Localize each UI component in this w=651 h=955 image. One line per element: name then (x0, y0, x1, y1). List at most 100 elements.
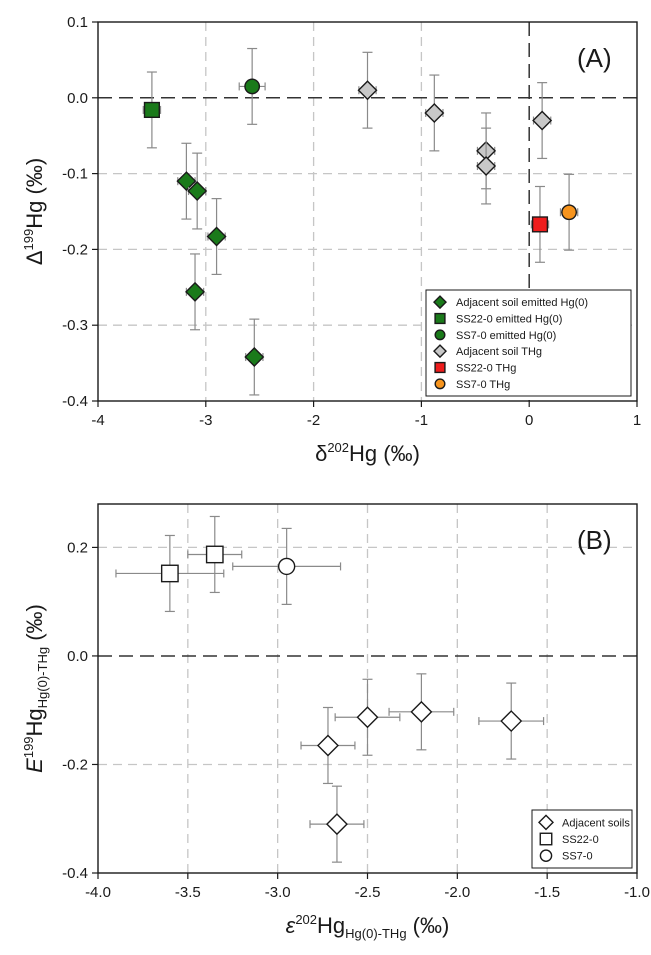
data-point-square (160, 564, 179, 583)
legend-marker-circle (434, 329, 446, 341)
x-axis-label-part: Hg (317, 913, 345, 938)
x-tick-label: -4.0 (85, 884, 111, 901)
x-axis-label: δ202Hg (‰) (315, 440, 420, 466)
legend-label: SS7-0 emitted Hg(0) (456, 330, 556, 342)
x-tick-label: -2.0 (444, 884, 470, 901)
data-point-diamond (206, 226, 227, 247)
legend-marker-circle (539, 849, 553, 862)
x-axis-label-part: δ (315, 441, 327, 466)
data-point-square (143, 101, 160, 119)
x-axis-label: ε202HgHg(0)-THg (‰) (286, 912, 450, 941)
x-tick-label: -3.5 (175, 884, 201, 901)
series-ss22-0 (115, 515, 243, 613)
legend: Adjacent soils SS22-0 SS7-0 (531, 809, 633, 869)
legend-item: Adjacent soil THg (433, 344, 542, 359)
legend-item: SS22-0 THg (434, 361, 516, 375)
legend-marker-square (434, 361, 446, 374)
panel-B: -4.0 -3.5 -3.0 -2.5 -2.0 -1.5 -1.0 -0.4 -0.2 0.0 0… (21, 503, 650, 941)
x-tick-label: -3 (199, 412, 212, 429)
data-point-circle (561, 204, 577, 221)
panel-A: -4 -3 -2 -1 0 1-0.4-0.3-0.2-0.10.00.1(A)δ202H… (21, 14, 641, 466)
legend-marker-diamond (433, 344, 447, 359)
x-tick-label: -3.0 (265, 884, 291, 901)
y-axis-label-part: 199 (21, 736, 36, 758)
y-tick-label: 0.1 (67, 14, 88, 31)
y-axis-label-part: Hg (‰) (22, 158, 47, 229)
y-tick-label: 0.2 (67, 539, 88, 556)
y-axis-label-part: E (22, 758, 47, 773)
data-point-square (205, 545, 224, 564)
y-tick-label: -0.1 (62, 166, 88, 183)
legend-label: SS22-0 emitted Hg(0) (456, 314, 562, 326)
data-point-diamond (357, 80, 378, 101)
data-point-diamond (244, 347, 265, 368)
data-point-diamond (476, 156, 497, 177)
x-tick-label: -1.0 (624, 884, 650, 901)
panel-label: (A) (577, 43, 612, 73)
y-axis-label: Δ199Hg (‰) (21, 158, 47, 265)
legend-item: Adjacent soils (538, 814, 630, 831)
y-tick-label: -0.2 (62, 241, 88, 258)
y-tick-label: -0.4 (62, 393, 88, 410)
x-axis-label-part: Hg(0)-THg (345, 926, 406, 941)
series-ss7-0-thg (559, 173, 579, 251)
x-tick-label: -1 (415, 412, 428, 429)
legend-box (425, 289, 632, 397)
y-tick-label: 0.0 (67, 90, 88, 107)
data-point-diamond (424, 102, 445, 123)
series-adjacent-soil-emitted-hg-0- (176, 142, 265, 396)
legend-label: SS22-0 (562, 834, 599, 846)
data-point-diamond (187, 181, 208, 202)
x-axis-label-part: ε (286, 913, 296, 938)
gridlines (98, 22, 637, 401)
legend-item: Adjacent soil emitted Hg(0) (433, 295, 588, 310)
y-axis-label-part: (‰) (22, 604, 47, 647)
x-tick-label: -2.5 (355, 884, 381, 901)
series-ss22-0-emitted-hg-0- (142, 71, 162, 149)
data-point-square (531, 216, 549, 233)
data-point-circle (277, 557, 296, 576)
legend-item: SS7-0 emitted Hg(0) (434, 329, 556, 342)
y-tick-label: -0.4 (62, 865, 88, 882)
y-tick-label: -0.3 (62, 317, 88, 334)
x-axis-label-part: 202 (295, 912, 317, 927)
data-point-diamond (500, 710, 523, 733)
legend-label: Adjacent soil THg (456, 346, 542, 358)
data-point-diamond (176, 171, 197, 192)
series-adjacent-soil-thg (357, 51, 553, 205)
x-tick-label: -1.5 (534, 884, 560, 901)
x-tick-label: 1 (633, 412, 641, 429)
data-point-diamond (185, 281, 206, 302)
x-tick-label: -2 (307, 412, 320, 429)
panel-label: (B) (577, 525, 612, 555)
legend: Adjacent soil emitted Hg(0) SS22-0 emitte… (425, 289, 632, 397)
plot-frame (97, 21, 638, 402)
legend-marker-circle (434, 378, 446, 390)
legend-item: SS22-0 emitted Hg(0) (434, 312, 562, 326)
x-axis-label-part: (‰) (407, 913, 450, 938)
y-axis-label-part: Δ (22, 250, 47, 265)
series-ss22-0-thg (530, 185, 550, 263)
series-adjacent-soils (300, 673, 545, 863)
x-axis-label-part: 202 (327, 440, 349, 455)
legend-label: SS7-0 (562, 851, 593, 863)
x-tick-label: 0 (525, 412, 533, 429)
legend-label: Adjacent soils (562, 817, 630, 829)
y-axis-label: E199HgHg(0)-THg (‰) (21, 604, 50, 773)
series-ss7-0 (232, 527, 342, 605)
x-tick-label: -4 (91, 412, 104, 429)
y-axis-label-part: Hg(0)-THg (35, 647, 50, 708)
legend-marker-diamond (433, 295, 447, 310)
legend-item: SS22-0 (539, 832, 599, 846)
legend-label: SS7-0 THg (456, 379, 510, 391)
x-axis-label-part: Hg (‰) (349, 441, 420, 466)
y-axis-label-part: Hg (22, 708, 47, 736)
data-point-diamond (325, 813, 348, 836)
y-tick-label: 0.0 (67, 648, 88, 665)
y-axis-label-part: 199 (21, 229, 36, 251)
y-tick-label: -0.2 (62, 756, 88, 773)
legend-label: Adjacent soil emitted Hg(0) (456, 297, 588, 309)
series-ss7-0-emitted-hg-0- (238, 47, 266, 125)
